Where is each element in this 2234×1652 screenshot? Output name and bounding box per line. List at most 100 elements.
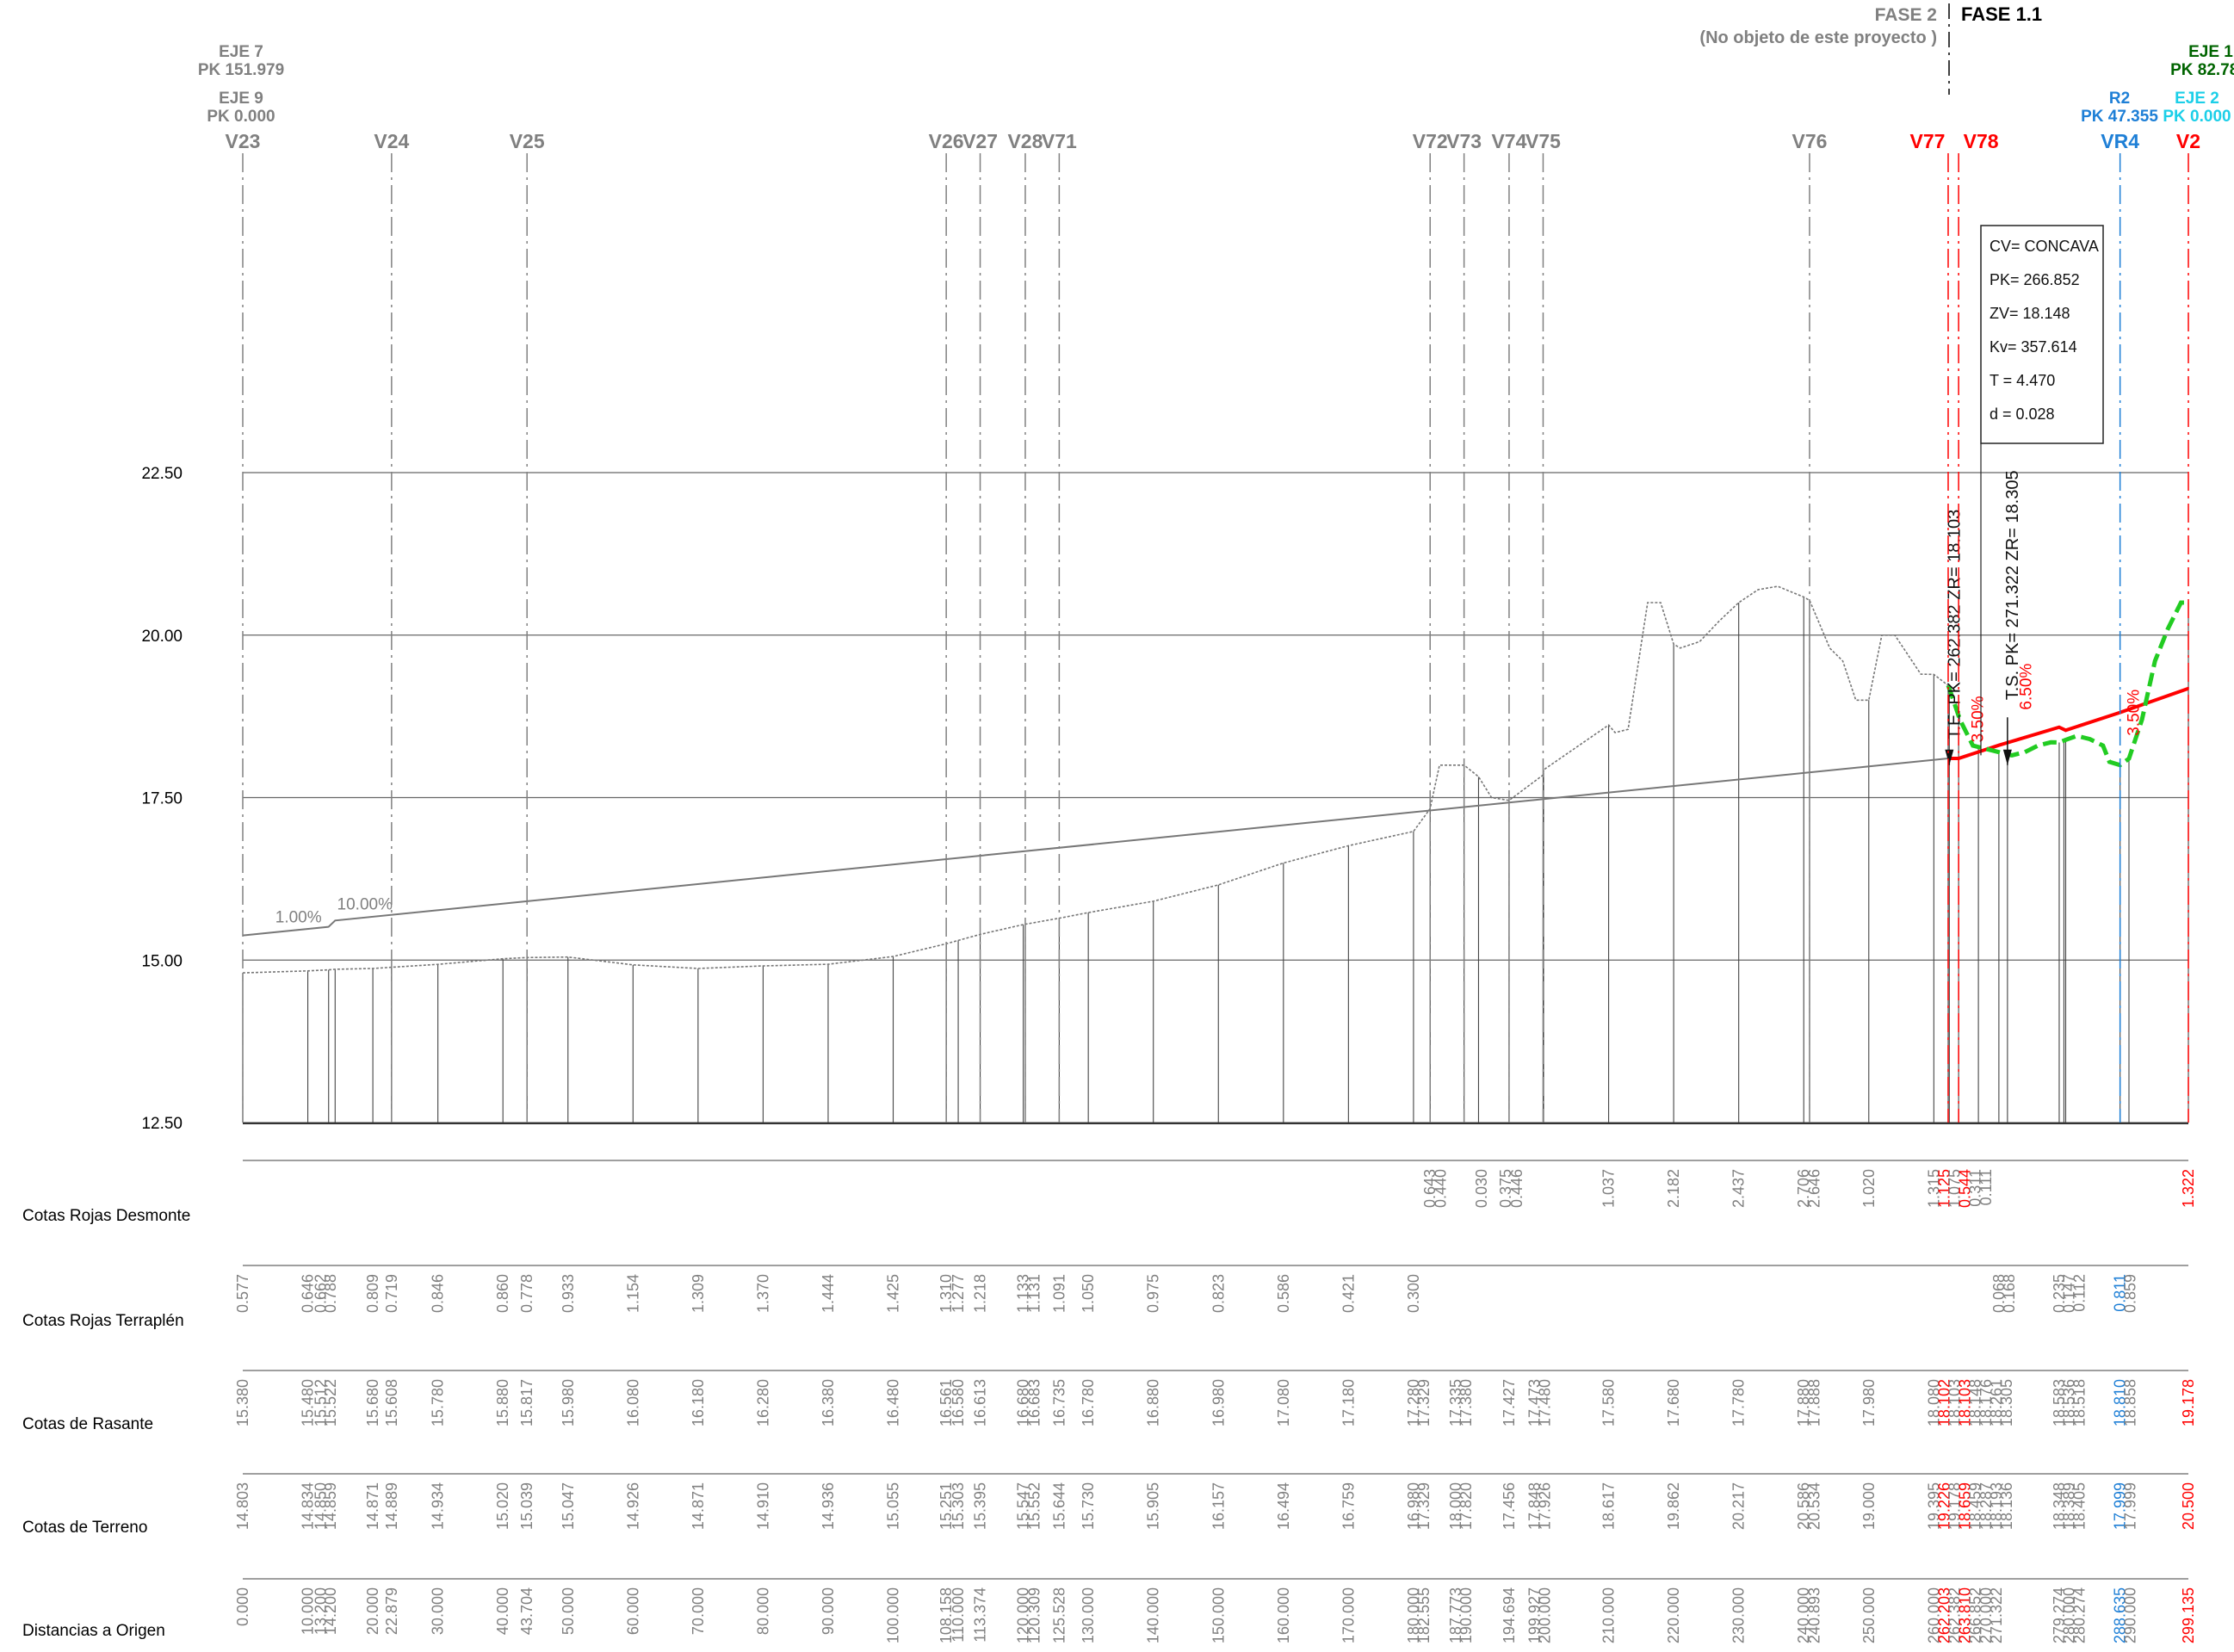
band-value: 17.880 [1795, 1379, 1812, 1426]
band-value: 17.848 [1525, 1482, 1543, 1530]
band-value: 17.999 [2112, 1482, 2129, 1530]
band-value: 1.131 [1025, 1274, 1043, 1313]
pk-arrow-head [2002, 749, 2012, 765]
band-value: 17.999 [2121, 1482, 2138, 1530]
eje9-pk: PK 0.000 [207, 108, 275, 126]
band-value: 0.859 [2121, 1274, 2138, 1313]
band-value: 17.580 [1600, 1379, 1618, 1426]
curve-box-line: Kv= 357.614 [1990, 338, 2077, 356]
band-value: 16.680 [1015, 1379, 1032, 1426]
band-value: 1.315 [1925, 1169, 1942, 1208]
eje2-name: EJE 2 [2175, 90, 2219, 108]
band-value: 0.311 [1967, 1169, 1984, 1207]
band-value: 18.103 [1957, 1379, 1974, 1426]
band-value: 16.980 [1405, 1482, 1422, 1530]
band-value: 17.926 [1537, 1482, 1554, 1530]
band-value: 15.522 [322, 1379, 339, 1426]
fase11-title: FASE 1.1 [1961, 3, 2042, 25]
series-existing-rasante [242, 758, 1949, 937]
band-value: 18.617 [1600, 1482, 1618, 1530]
band-value: 0.030 [1473, 1169, 1490, 1208]
band-value: 18.389 [2060, 1482, 2077, 1530]
band-value: 271.322 [1988, 1587, 2005, 1643]
band-value: 15.047 [560, 1482, 577, 1530]
band-value: 40.000 [494, 1587, 511, 1635]
band-value: 16.157 [1210, 1482, 1227, 1530]
band-value: 17.080 [1275, 1379, 1292, 1426]
band-value: 17.180 [1340, 1379, 1357, 1426]
band-value: 108.158 [938, 1587, 955, 1643]
header-annotations: FASE 2 (No objeto de este proyecto ) FAS… [198, 3, 2234, 126]
band-value: 1.050 [1080, 1274, 1097, 1313]
band-label: Cotas de Rasante [22, 1415, 153, 1433]
band-value: 0.823 [1210, 1274, 1227, 1313]
band-value: 262.382 [1946, 1587, 1964, 1643]
band-value: 130.000 [1080, 1587, 1097, 1643]
band-value: 100.000 [885, 1587, 902, 1643]
band-value: 14.200 [322, 1587, 339, 1635]
band-value: 16.780 [1080, 1379, 1097, 1426]
band-value: 0.811 [2112, 1274, 2129, 1312]
band-value: 288.635 [2112, 1587, 2129, 1643]
band-value: 15.512 [313, 1379, 330, 1426]
band-value: 70.000 [690, 1587, 707, 1635]
band-value: 17.380 [1457, 1379, 1475, 1426]
band-value: 0.662 [313, 1274, 330, 1313]
grade-label: 1.00% [275, 908, 322, 926]
band-value: 2.437 [1730, 1169, 1748, 1208]
band-value: 15.608 [383, 1379, 400, 1426]
band-value: 60.000 [624, 1587, 641, 1635]
band-value: 90.000 [820, 1587, 837, 1635]
band-value: 17.329 [1415, 1379, 1433, 1426]
band-value: 16.494 [1275, 1482, 1292, 1530]
band-value: 22.879 [383, 1587, 400, 1635]
eje9-name: EJE 9 [219, 90, 263, 108]
grade-label: 10.00% [337, 895, 393, 913]
band-value: 280.000 [2060, 1587, 2077, 1643]
band-value: 17.280 [1405, 1379, 1422, 1426]
marker-label-V26: V26 [929, 130, 964, 152]
band-value: 240.893 [1805, 1587, 1822, 1643]
y-tick-label: 22.50 [141, 465, 183, 483]
band-value: 0.933 [560, 1274, 577, 1313]
band-value: 1.309 [690, 1274, 707, 1313]
band-value: 18.000 [1447, 1482, 1464, 1530]
band-value: 2.182 [1665, 1169, 1682, 1208]
band-value: 14.871 [364, 1482, 381, 1530]
r2-pk: PK 47.355 [2081, 108, 2158, 126]
grade-label: 6.50% [2018, 664, 2036, 710]
band-value: 270.000 [1977, 1587, 1995, 1643]
band-value: 14.834 [300, 1482, 317, 1530]
band-value: 110.000 [950, 1587, 967, 1643]
band-value: 1.310 [938, 1274, 955, 1313]
band-value: 15.552 [1025, 1482, 1043, 1530]
band-value: 15.730 [1080, 1482, 1097, 1530]
band-value: 263.810 [1957, 1587, 1974, 1643]
marker-label-VR4: VR4 [2101, 130, 2139, 152]
band-value: 15.395 [972, 1482, 989, 1530]
band-value: 16.735 [1050, 1379, 1067, 1426]
profile-plot: 22.50 20.00 17.50 15.00 12.50 1.00% 10.00% 3.50… [141, 465, 2189, 1133]
band-value: 199.927 [1525, 1587, 1543, 1643]
y-tick-label: 17.50 [141, 790, 183, 808]
band-value: 262.203 [1935, 1587, 1952, 1643]
band-value: 14.934 [430, 1482, 447, 1530]
series-terrain-green-dashed [1946, 600, 2188, 768]
pk-annotation: T.S. PK= 271.322 ZR= 18.305 [2003, 470, 2022, 700]
marker-label-V23: V23 [226, 130, 261, 152]
band-value: 0.586 [1275, 1274, 1292, 1313]
grade-label: 3.50% [1970, 696, 1988, 742]
band-value: 1.370 [754, 1274, 771, 1313]
band-value: 18.176 [1977, 1379, 1995, 1426]
band-value: 16.759 [1340, 1482, 1357, 1530]
band-value: 266.852 [1967, 1587, 1984, 1643]
eje1-name: EJE 1 [2188, 43, 2233, 61]
band-value: 0.643 [1421, 1169, 1439, 1208]
marker-label-V74: V74 [1491, 130, 1526, 152]
band-value: 1.425 [885, 1274, 902, 1313]
band-value: 18.659 [1957, 1482, 1974, 1530]
curve-box-line: ZV= 18.148 [1990, 305, 2070, 322]
band-value: 120.000 [1015, 1587, 1032, 1643]
band-value: 0.778 [518, 1274, 535, 1313]
band-value: 1.075 [1946, 1169, 1964, 1208]
